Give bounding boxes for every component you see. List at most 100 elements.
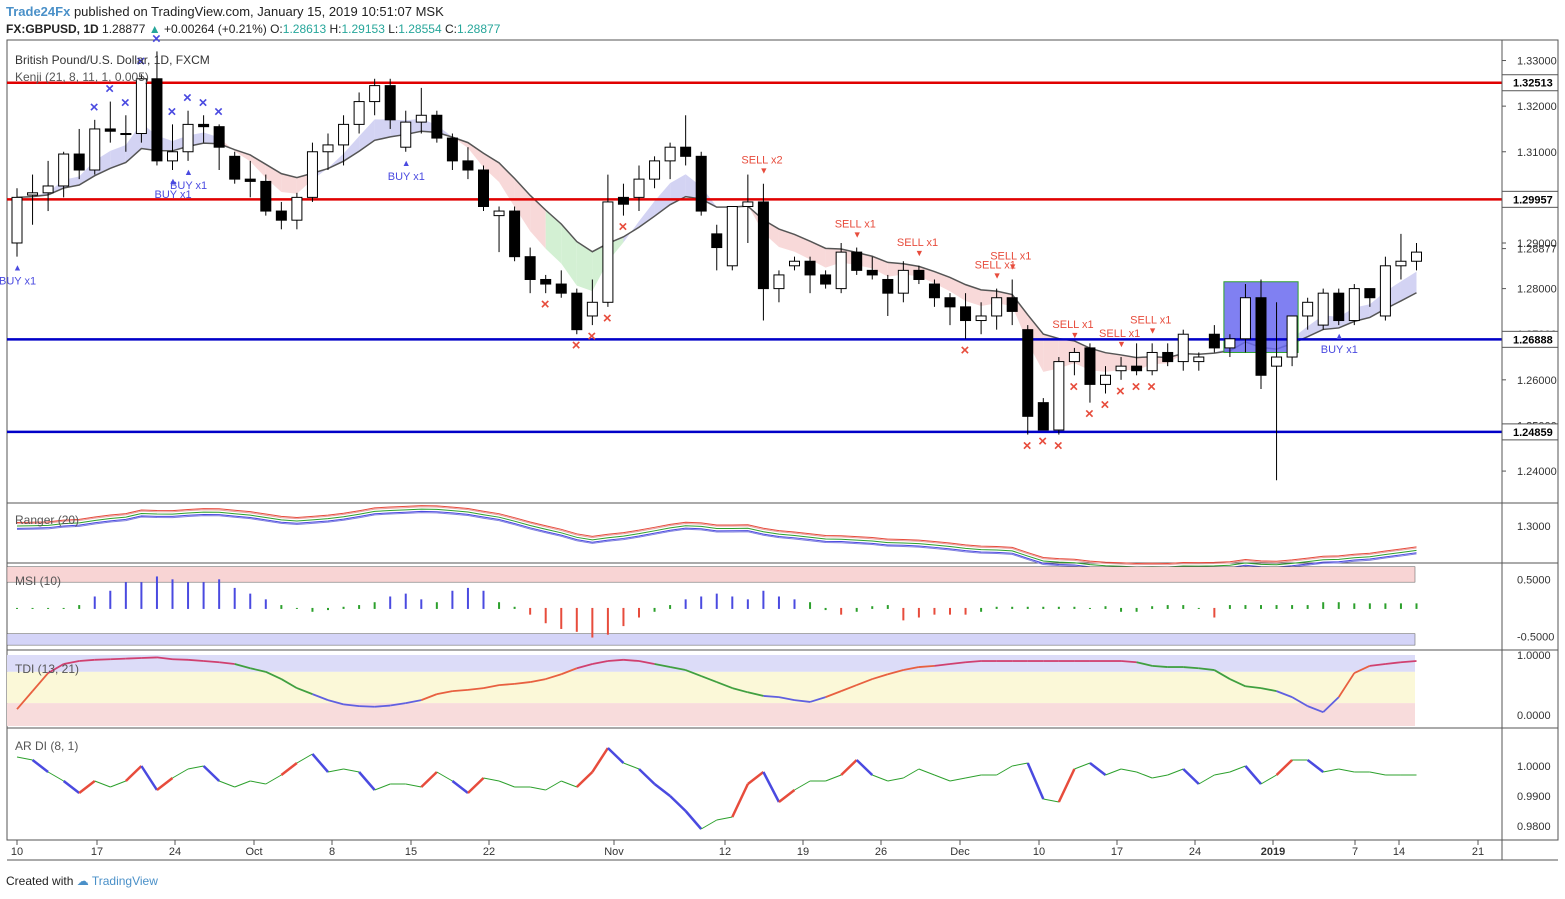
tdi-line-seg — [452, 689, 469, 693]
tdi-line-seg — [856, 678, 873, 686]
kenji-cloud — [576, 241, 593, 292]
red-x-marker: × — [1147, 378, 1156, 395]
buy-signal-label: BUY x1 — [1321, 344, 1358, 356]
candle-body — [1146, 351, 1158, 372]
level-label-box — [1501, 190, 1559, 208]
tdi-line-seg — [887, 669, 904, 676]
tdi-line-seg — [296, 687, 313, 695]
candle-body — [1100, 374, 1111, 385]
ardi-line-seg — [296, 753, 313, 764]
footer: Created with ☁ TradingView — [6, 874, 158, 888]
price-tick-label: 1.29000 — [1517, 238, 1557, 250]
ardi-line-seg — [405, 783, 422, 788]
ardi-line-seg — [794, 780, 811, 791]
ardi-line-seg — [62, 780, 80, 794]
tdi-bottom-band — [7, 703, 1415, 726]
ardi-line-seg — [218, 780, 235, 788]
tdi-line-seg — [1385, 661, 1402, 665]
tdi-line-seg — [1291, 696, 1309, 707]
candle-body — [540, 278, 552, 285]
candle-body — [1208, 333, 1220, 349]
candle-body — [384, 85, 396, 121]
ardi-line-seg — [949, 777, 966, 782]
open-value: 1.28613 — [282, 22, 327, 36]
ardi-line-seg — [358, 771, 376, 791]
candle-body — [338, 123, 350, 146]
candle-body — [431, 114, 443, 139]
tdi-line-seg — [483, 684, 500, 689]
red-x-marker: × — [1023, 438, 1032, 455]
brand-link[interactable]: Trade24Fx — [6, 4, 71, 19]
symbol-label: FX:GBPUSD, 1D — [6, 22, 99, 36]
time-tick-label: 24 — [169, 846, 181, 858]
time-tick-label: 14 — [1393, 846, 1405, 858]
tdi-top-band — [7, 655, 1415, 672]
ardi-line-seg — [234, 780, 251, 788]
candle-body — [897, 269, 909, 294]
time-tick-label: 19 — [797, 846, 809, 858]
tdi-tick-label: 0.0000 — [1517, 710, 1551, 722]
ardi-line-seg — [653, 783, 671, 797]
last-price: 1.28877 — [102, 22, 146, 36]
ardi-line-seg — [684, 810, 703, 830]
tdi-line-seg — [1322, 696, 1340, 713]
ardi-line-seg — [996, 765, 1013, 776]
buy-arrow-icon: ▲ — [1335, 331, 1344, 341]
sell-arrow-icon: ▼ — [853, 230, 862, 240]
ardi-line-seg — [47, 771, 64, 782]
red-x-marker: × — [541, 296, 550, 313]
candle-body — [1131, 365, 1143, 372]
tdi-line-seg — [560, 667, 578, 676]
price-tick-label: 1.33000 — [1517, 56, 1557, 68]
time-tick-label: 22 — [483, 846, 495, 858]
candle-body — [1271, 356, 1283, 367]
candle-body — [291, 196, 303, 221]
candle-body — [711, 233, 723, 249]
candle-body — [960, 306, 972, 322]
blue-x-marker: × — [121, 94, 130, 111]
close-value: 1.28877 — [456, 22, 501, 36]
tdi-line-seg — [420, 693, 438, 701]
tdi-line-seg — [576, 663, 593, 670]
tradingview-logo[interactable]: ☁ TradingView — [76, 874, 158, 888]
candle-body — [120, 133, 132, 136]
blue-x-marker: × — [90, 99, 99, 116]
ardi-line-seg — [16, 756, 33, 761]
candle-body — [695, 155, 707, 212]
buy-arrow-icon: ▲ — [13, 263, 22, 273]
ardi-line-seg — [825, 774, 842, 782]
tdi-line-seg — [1400, 660, 1417, 664]
tdi-line-seg — [467, 687, 484, 691]
candle-body — [1255, 297, 1267, 376]
sell-signal-label: SELL x1 — [1099, 328, 1140, 340]
sell-signal-label: SELL x2 — [741, 155, 782, 167]
kenji-cloud — [312, 168, 328, 180]
ardi-line-seg — [94, 780, 111, 788]
ardi-pane-title: AR DI (8, 1) — [15, 739, 78, 753]
kenji-cloud — [670, 174, 686, 205]
ardi-line-seg — [1089, 762, 1107, 776]
ardi-line-seg — [1136, 771, 1153, 779]
tdi-tick-label: 1.0000 — [1517, 650, 1551, 662]
candle-body — [42, 185, 54, 194]
kenji-cloud — [343, 136, 360, 162]
ardi-line-seg — [343, 768, 360, 773]
time-tick-label: 2019 — [1261, 846, 1285, 858]
ardi-line-seg — [903, 768, 920, 779]
tdi-line-seg — [1120, 660, 1137, 664]
candle-body — [944, 297, 956, 308]
candle-body — [1084, 347, 1096, 385]
ardi-line-seg — [1043, 798, 1059, 803]
ardi-line-seg — [156, 777, 174, 791]
candle-body — [1162, 351, 1174, 363]
tdi-line-seg — [607, 658, 624, 662]
kenji-cloud — [639, 201, 655, 228]
sell-arrow-icon: ▼ — [1148, 325, 1157, 335]
kenji-cloud — [110, 145, 126, 169]
time-tick-label: 17 — [1111, 846, 1123, 858]
tdi-line-seg — [840, 684, 858, 692]
candle-body — [73, 153, 85, 171]
candle-body — [400, 121, 412, 148]
ardi-line-seg — [1105, 768, 1122, 776]
